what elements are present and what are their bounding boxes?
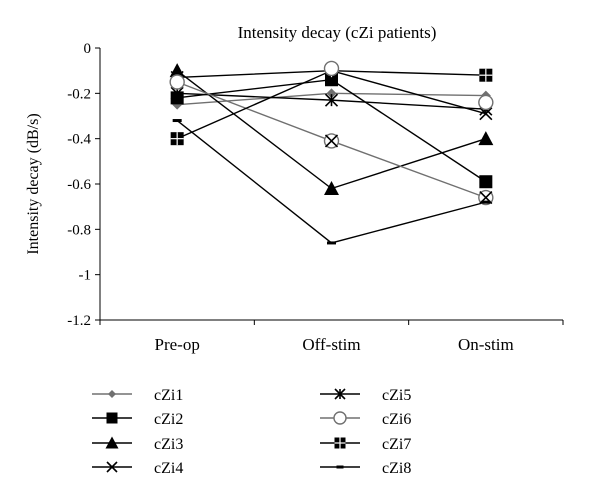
chart-title: Intensity decay (cZi patients) xyxy=(238,23,437,42)
legend-entry-cZi5: cZi5 xyxy=(320,387,411,404)
legend-entry-cZi1: cZi1 xyxy=(92,387,183,404)
legend-entry-cZi8: cZi8 xyxy=(320,460,411,477)
legend-label: cZi4 xyxy=(154,460,183,477)
y-tick-label: -0.4 xyxy=(67,132,91,148)
x-tick-label: Pre-op xyxy=(155,335,200,354)
legend-marker xyxy=(336,465,344,469)
legend-label: cZi3 xyxy=(154,436,183,453)
y-tick-label: -0.8 xyxy=(67,222,91,238)
legend-marker xyxy=(106,412,118,424)
x-tick-label: On-stim xyxy=(458,335,514,354)
marker-cZi2 xyxy=(479,175,493,189)
axes: 0 -0.2 -0.4 -0.6 -0.8 -1 -1.2 Pre-op Off-stim On-… xyxy=(67,41,564,354)
legend-entry-cZi7: cZi7 xyxy=(320,436,411,453)
y-tick-label: -1 xyxy=(79,268,92,284)
marker-cZi8 xyxy=(327,241,336,245)
x-tick-label: Off-stim xyxy=(302,335,360,354)
y-tick-label: -0.6 xyxy=(67,177,91,193)
legend-marker xyxy=(333,411,347,425)
marker-cZi3 xyxy=(324,181,339,196)
marker-cZi8 xyxy=(481,200,491,204)
legend-label: cZi6 xyxy=(382,411,411,428)
legend-label: cZi1 xyxy=(154,387,183,404)
legend-entry-cZi3: cZi3 xyxy=(92,436,183,453)
marker-cZi3 xyxy=(478,131,494,146)
legend-label: cZi5 xyxy=(382,387,411,404)
legend-entry-cZi4: cZi4 xyxy=(92,460,183,477)
y-axis-label: Intensity decay (dB/s) xyxy=(25,113,42,254)
legend-label: cZi2 xyxy=(154,411,183,428)
legend-marker xyxy=(108,390,116,398)
marker-cZi5 xyxy=(324,93,339,107)
marker-cZi8 xyxy=(172,119,182,123)
legend-marker xyxy=(334,388,346,400)
y-tick-label: 0 xyxy=(84,41,92,57)
marker-cZi6 xyxy=(169,74,185,90)
y-tick-label: -1.2 xyxy=(67,313,91,329)
legend-label: cZi7 xyxy=(382,436,411,453)
marker-cZi4 xyxy=(324,134,339,148)
legend-entry-cZi2: cZi2 xyxy=(92,411,183,428)
marker-cZi4 xyxy=(479,191,493,205)
legend-label: cZi8 xyxy=(382,460,411,477)
data-markers xyxy=(169,60,494,245)
legend-marker xyxy=(106,461,118,473)
legend-marker xyxy=(334,437,346,449)
marker-cZi6 xyxy=(323,60,340,77)
marker-cZi6 xyxy=(478,94,494,111)
marker-cZi7 xyxy=(479,68,493,82)
y-tick-label: -0.2 xyxy=(67,86,91,102)
marker-cZi1 xyxy=(326,88,337,99)
marker-cZi7 xyxy=(170,132,184,146)
legend-marker xyxy=(105,436,119,449)
legend-entry-cZi6: cZi6 xyxy=(320,411,411,428)
legend: cZi1 cZi2 cZi3 cZi4 cZi5 cZi6 cZi7 cZi8 xyxy=(92,387,411,477)
